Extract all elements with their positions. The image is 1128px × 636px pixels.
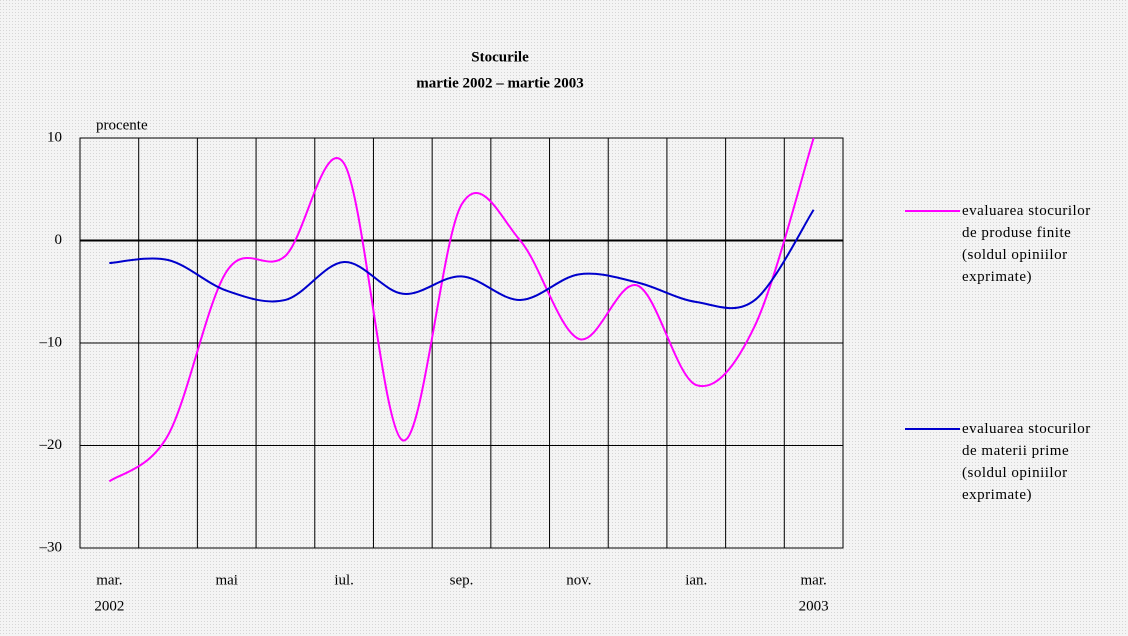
- x-tick-year: 2003: [799, 598, 829, 614]
- y-tick-label: –10: [39, 334, 63, 350]
- plot-border: [79, 137, 844, 549]
- series-line: [108, 137, 815, 483]
- x-tick-label: ian.: [685, 572, 707, 588]
- y-tick-label: –20: [39, 437, 63, 453]
- legend-label: evaluarea stocurilor de produse finite (…: [962, 203, 1091, 285]
- legend-label: evaluarea stocurilor de materii prime (s…: [962, 421, 1091, 503]
- y-axis-label: procente: [96, 117, 148, 133]
- x-tick-label: mar.: [801, 572, 827, 588]
- x-tick-label: nov.: [566, 572, 591, 588]
- x-tick-label: mar.: [96, 572, 122, 588]
- x-tick-label: mai: [215, 572, 238, 588]
- y-tick-label: –30: [39, 539, 63, 555]
- y-tick-label: 0: [55, 232, 63, 248]
- x-tick-label: iul.: [334, 572, 354, 588]
- chart-title: Stocurile: [471, 49, 529, 65]
- series-line: [109, 209, 815, 310]
- x-tick-year: 2002: [94, 598, 124, 614]
- chart-subtitle: martie 2002 – martie 2003: [416, 75, 583, 91]
- y-tick-label: 10: [47, 129, 62, 145]
- x-tick-label: sep.: [450, 572, 474, 588]
